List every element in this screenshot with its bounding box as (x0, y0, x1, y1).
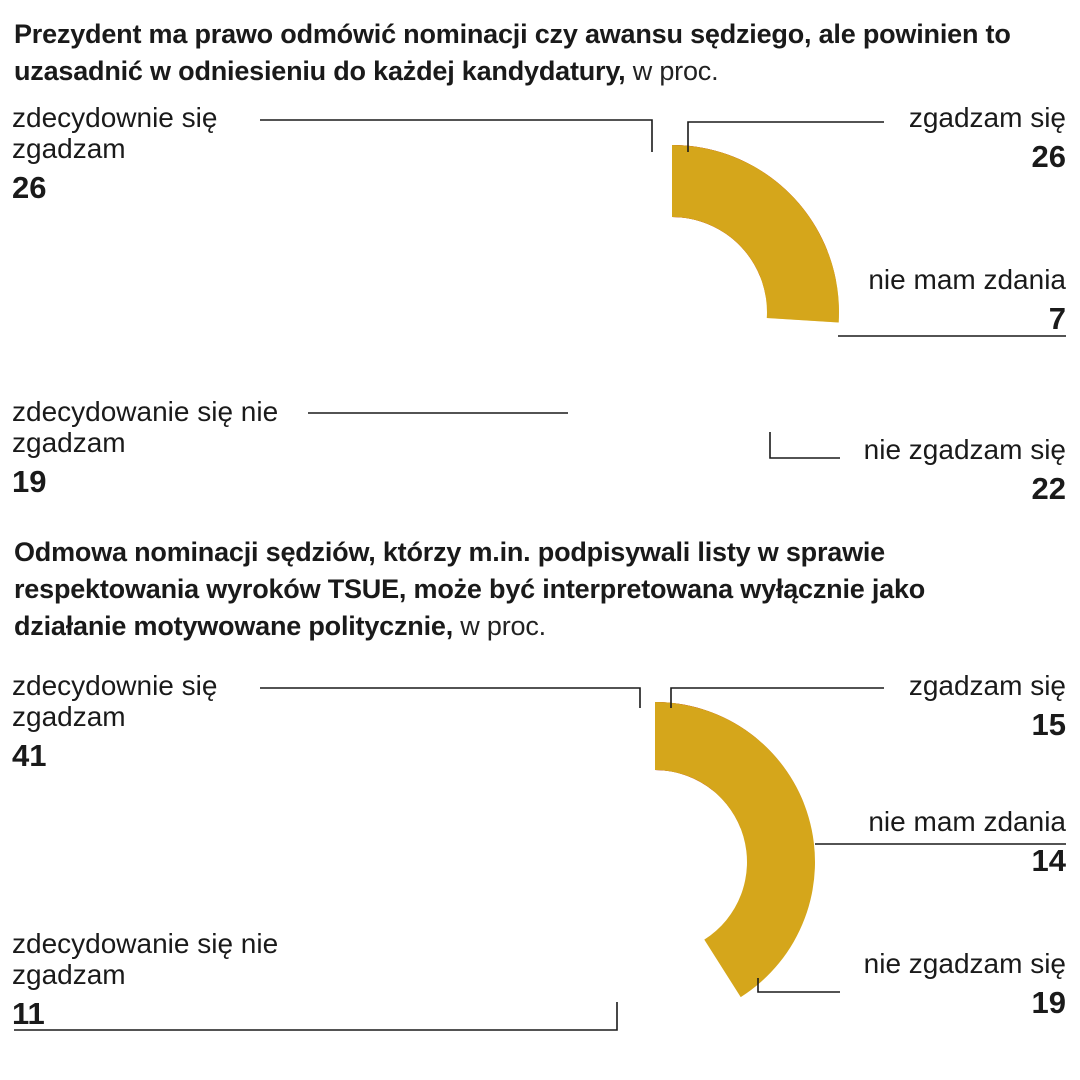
c2-label-disagree: nie zgadzam się 19 (864, 948, 1066, 1018)
c1-label-disagree-text: nie zgadzam się (863, 434, 1066, 465)
leader-line-c2-agree (670, 687, 884, 708)
c1-label-agree-text: zgadzam się (908, 102, 1066, 133)
c2-label-disagree-value: 19 (1031, 985, 1066, 1020)
c2-label-strongly-agree: zdecydownie się zgadzam 41 (12, 670, 268, 771)
c1-label-strongly-agree: zdecydownie się zgadzam 26 (12, 102, 268, 203)
donut-slice-zdecydownie-się-zgadzam (672, 145, 839, 323)
c2-label-no-opinion: nie mam zdania 14 (868, 806, 1066, 876)
c1-label-no-opinion: nie mam zdania 7 (868, 264, 1066, 334)
c1-label-no-opinion-value: 7 (1048, 301, 1066, 336)
chart1-title-unit: w proc. (625, 56, 719, 86)
c2-label-strongly-disagree-text: zdecydowanie się nie zgadzam (12, 928, 279, 990)
donut-slice-zdecydownie-się-zgadzam (655, 702, 816, 998)
c2-label-disagree-text: nie zgadzam się (863, 948, 1066, 979)
c2-label-agree-text: zgadzam się (908, 670, 1066, 701)
c1-label-disagree-value: 22 (1031, 471, 1066, 506)
c2-label-agree: zgadzam się 15 (909, 670, 1066, 740)
donut-chart-2 (655, 702, 816, 998)
leader-line-c1-strongly-agree (260, 119, 653, 152)
chart2-title-unit: w proc. (453, 611, 546, 641)
c1-label-strongly-disagree: zdecydowanie się nie zgadzam 19 (12, 396, 312, 497)
c2-label-agree-value: 15 (1031, 707, 1066, 742)
leader-line-c1-agree (687, 121, 884, 152)
c2-label-strongly-disagree: zdecydowanie się nie zgadzam 11 (12, 928, 312, 1029)
c1-label-strongly-agree-value: 26 (12, 170, 47, 205)
leader-lines (14, 119, 1066, 1031)
chart1-title-text: Prezydent ma prawo odmówić nominacji czy… (14, 19, 1011, 86)
c2-label-strongly-agree-value: 41 (12, 738, 47, 773)
c1-label-strongly-disagree-text: zdecydowanie się nie zgadzam (12, 396, 279, 458)
c1-label-agree-value: 26 (1031, 139, 1066, 174)
c1-label-strongly-disagree-value: 19 (12, 464, 47, 499)
leader-line-c2-strongly-agree (260, 687, 641, 708)
leader-line-c1-disagree (769, 432, 840, 459)
leader-line-c2-strongly-disagree (14, 1002, 618, 1031)
c1-label-disagree: nie zgadzam się 22 (864, 434, 1066, 504)
chart2-title: Odmowa nominacji sędziów, którzy m.in. p… (14, 534, 1024, 645)
leader-line-c2-disagree (757, 978, 840, 993)
c1-label-strongly-agree-text: zdecydownie się zgadzam (12, 102, 218, 164)
c1-label-agree: zgadzam się 26 (909, 102, 1066, 172)
c2-label-no-opinion-text: nie mam zdania (868, 806, 1066, 837)
donut-chart-1 (672, 145, 839, 323)
chart2-title-text: Odmowa nominacji sędziów, którzy m.in. p… (14, 537, 926, 641)
chart1-title: Prezydent ma prawo odmówić nominacji czy… (14, 16, 1024, 90)
c2-label-strongly-agree-text: zdecydownie się zgadzam (12, 670, 218, 732)
c2-label-no-opinion-value: 14 (1031, 843, 1066, 878)
c1-label-no-opinion-text: nie mam zdania (868, 264, 1066, 295)
c2-label-strongly-disagree-value: 11 (12, 996, 45, 1031)
